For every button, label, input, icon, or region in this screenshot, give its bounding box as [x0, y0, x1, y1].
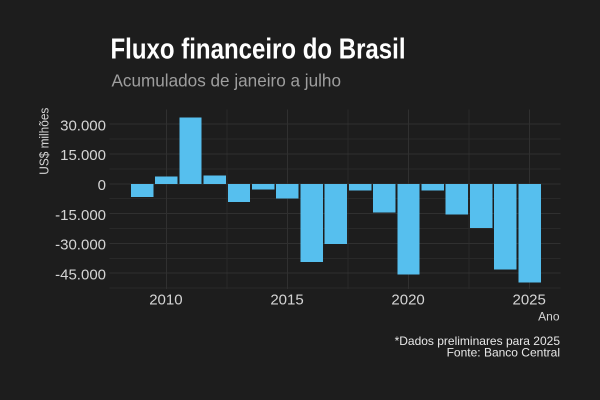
svg-text:2015: 2015: [270, 292, 303, 309]
svg-text:2020: 2020: [391, 292, 424, 309]
svg-text:0: 0: [98, 177, 106, 194]
svg-text:*Dados preliminares para 2025: *Dados preliminares para 2025: [395, 334, 561, 348]
svg-text:30.000: 30.000: [60, 117, 106, 134]
svg-text:-30.000: -30.000: [55, 237, 106, 254]
svg-text:15.000: 15.000: [60, 147, 106, 164]
svg-text:-45.000: -45.000: [55, 266, 106, 283]
svg-text:Ano: Ano: [538, 309, 560, 323]
svg-text:2010: 2010: [149, 292, 182, 309]
svg-text:Acumulados de janeiro a julho: Acumulados de janeiro a julho: [112, 70, 342, 90]
svg-text:US$ milhões: US$ milhões: [37, 107, 52, 174]
svg-text:Fluxo financeiro do Brasil: Fluxo financeiro do Brasil: [111, 34, 406, 66]
svg-text:2025: 2025: [513, 292, 546, 309]
svg-text:Fonte: Banco Central: Fonte: Banco Central: [447, 346, 560, 360]
svg-text:-15.000: -15.000: [55, 207, 106, 224]
